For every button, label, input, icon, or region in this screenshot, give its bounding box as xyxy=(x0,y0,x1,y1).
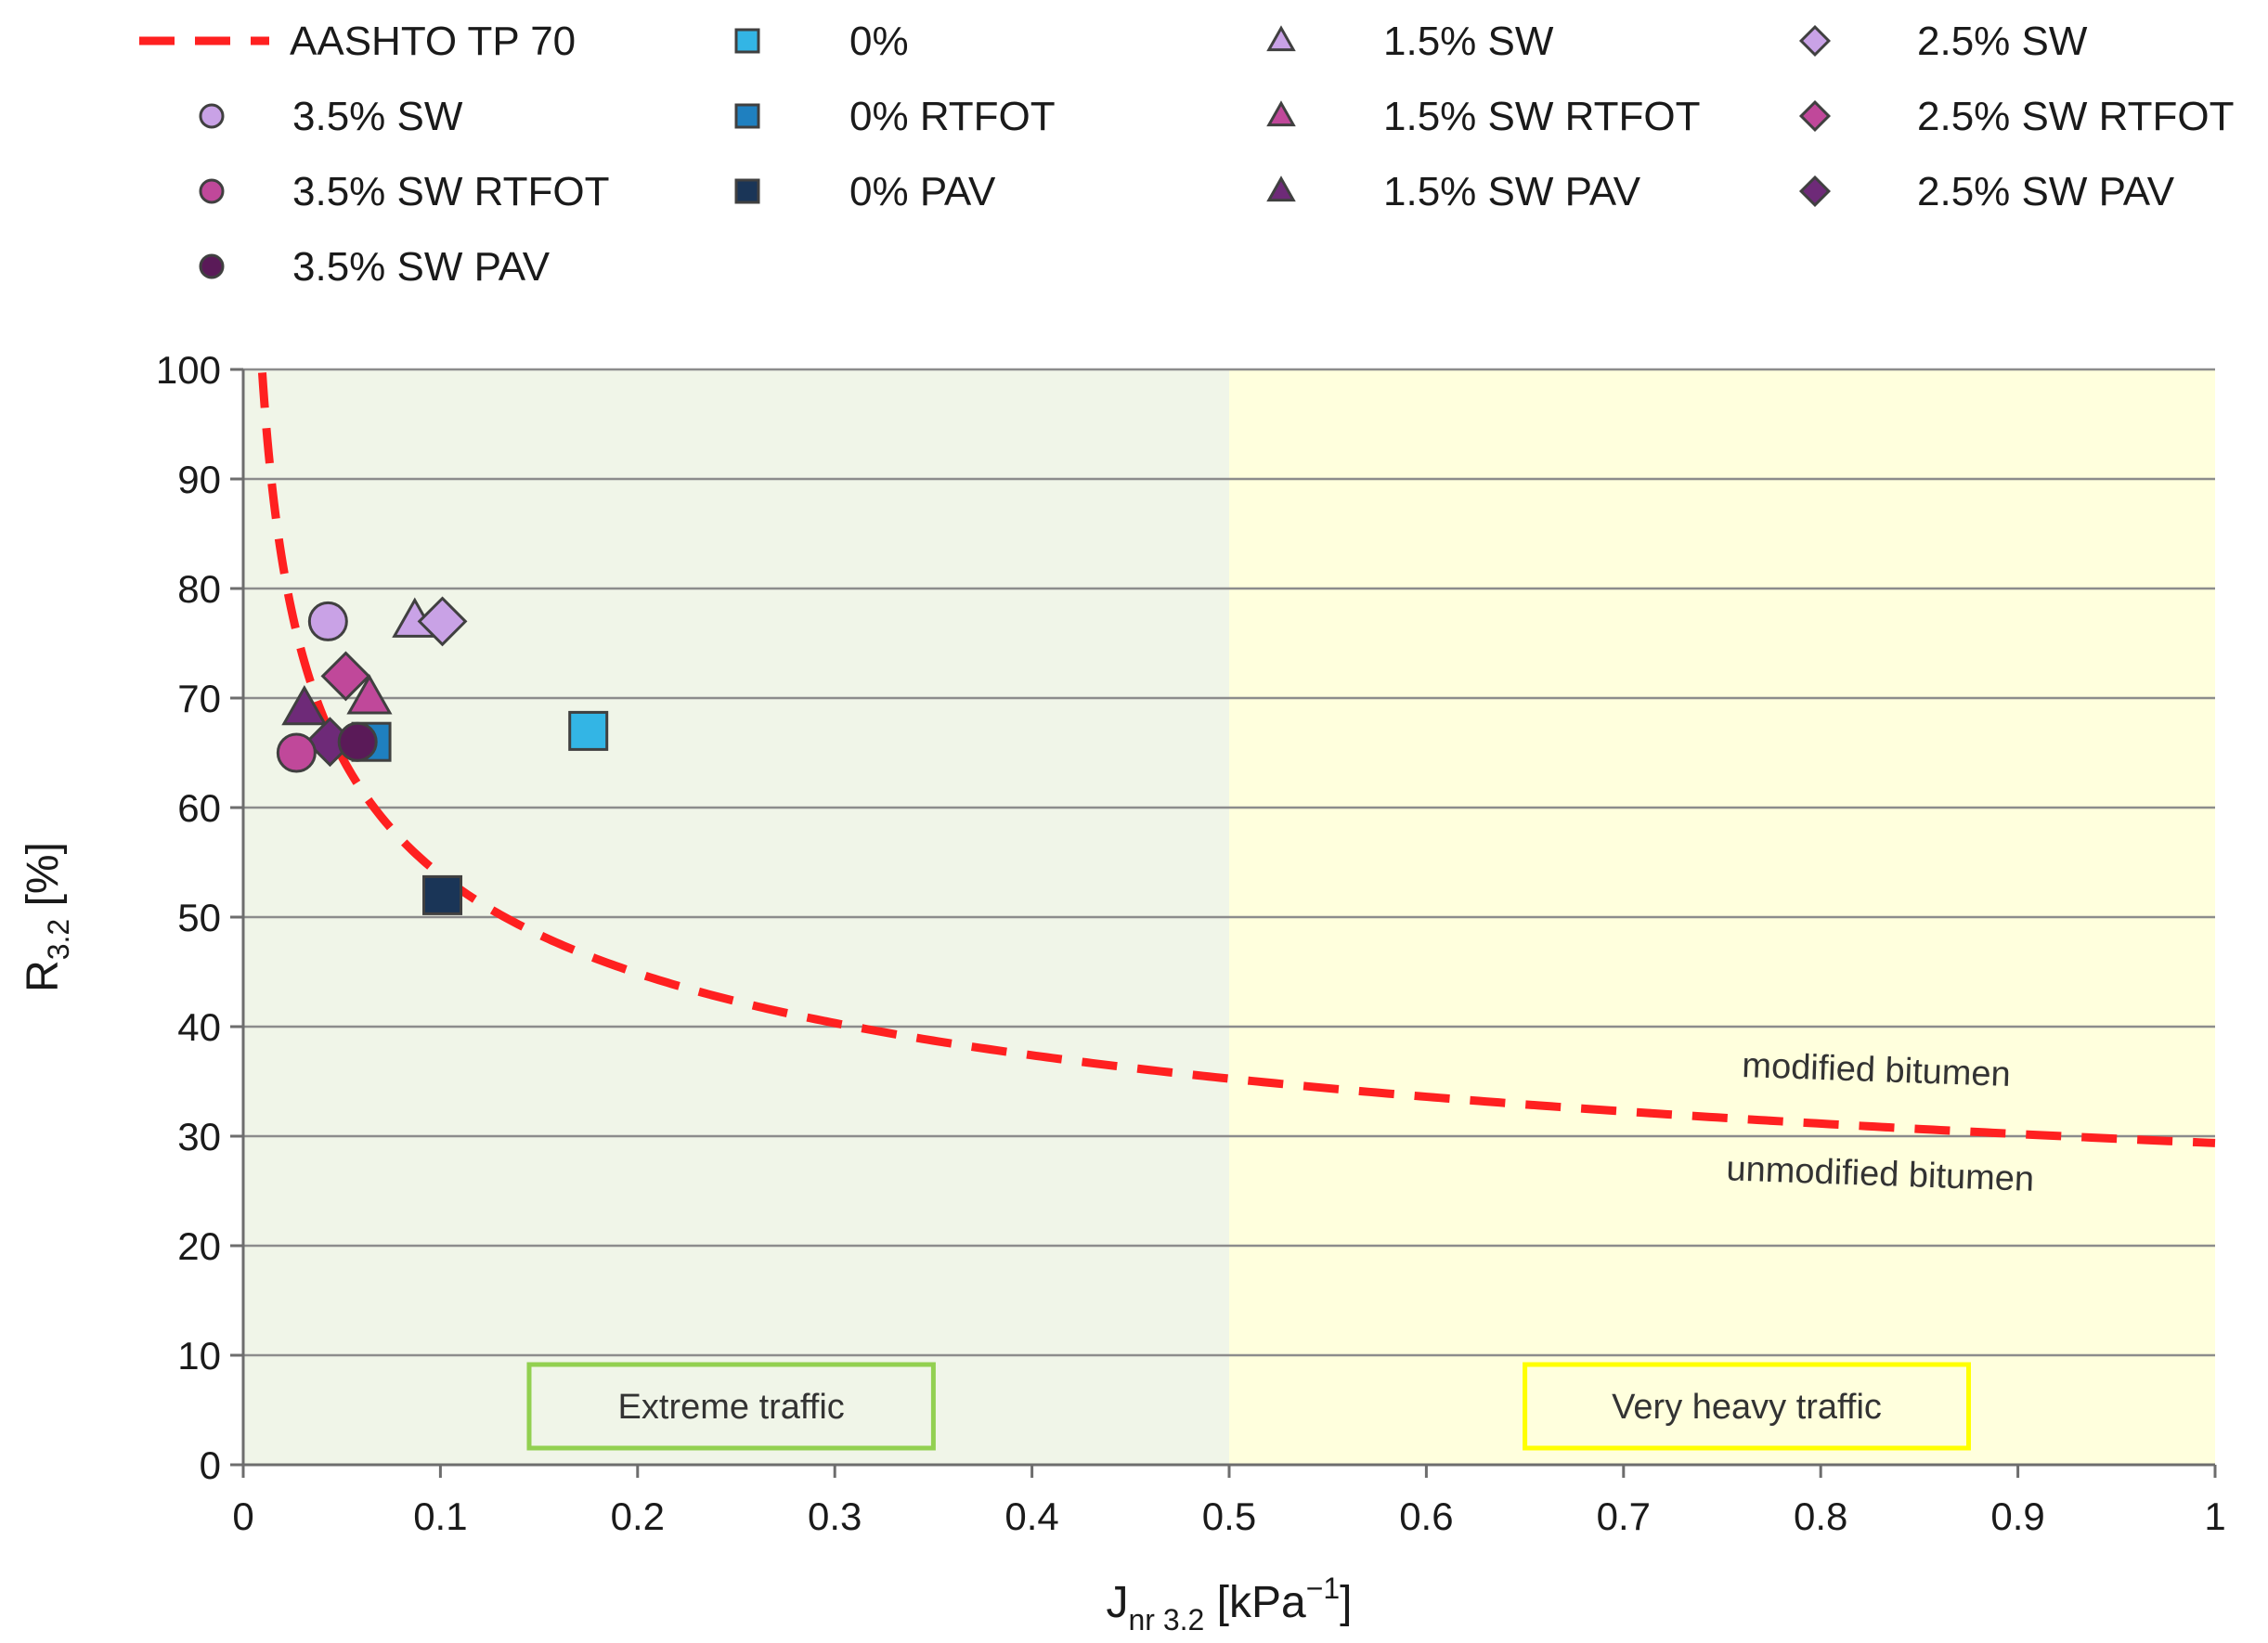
axes: 0 10 20 30 40 50 60 70 80 90 100 0 0.1 0.2 0.3 0.4 0.5 0.… xyxy=(19,348,2226,1637)
y-tick-label: 100 xyxy=(156,348,221,392)
x-tick-label: 0.9 xyxy=(1990,1494,2044,1538)
data-point-0- xyxy=(568,710,609,751)
x-axis-label: Jnr 3.2 [kPa−1] xyxy=(1106,1572,1352,1637)
legend: AASHTO TP 70 3.5% SW 3.5% SW RTFOT 3.5% SW … xyxy=(139,19,2234,290)
data-point-2-5-sw xyxy=(417,596,468,647)
legend-item: 0% PAV xyxy=(734,169,996,214)
x-tick-label: 0.6 xyxy=(1399,1494,1453,1538)
legend-marker xyxy=(1798,99,1832,133)
legend-item: 1.5% SW RTFOT xyxy=(1266,94,1700,139)
x-tick-label: 0.3 xyxy=(808,1494,862,1538)
x-tick-label: 0.5 xyxy=(1202,1494,1256,1538)
x-tick-label: 1 xyxy=(2204,1494,2225,1538)
y-axis-label-sub: 3.2 xyxy=(42,919,75,960)
y-axis-label-main: R xyxy=(19,960,68,992)
legend-item: 2.5% SW PAV xyxy=(1798,169,2175,214)
legend-label: 3.5% SW PAV xyxy=(292,244,551,290)
x-tick-label: 0.8 xyxy=(1794,1494,1847,1538)
y-axis-label: R3.2 [%] xyxy=(19,842,75,992)
legend-label: AASHTO TP 70 xyxy=(290,19,576,64)
region-label-box xyxy=(526,1362,936,1451)
legend-label: 1.5% SW xyxy=(1383,19,1554,64)
legend-item: 3.5% SW RTFOT xyxy=(199,169,609,214)
x-axis-label-sub: nr 3.2 xyxy=(1128,1603,1204,1637)
x-tick-label: 0 xyxy=(232,1494,253,1538)
region-label: Extreme traffic xyxy=(618,1388,845,1427)
legend-item: AASHTO TP 70 xyxy=(139,19,576,64)
legend-marker xyxy=(199,253,225,279)
legend-marker xyxy=(1798,175,1832,208)
y-tick-label: 50 xyxy=(177,896,221,939)
y-tick-label: 20 xyxy=(177,1224,221,1268)
y-tick-label: 90 xyxy=(177,458,221,501)
legend-label: 1.5% SW RTFOT xyxy=(1383,94,1700,139)
data-point-3-5-sw-pav xyxy=(337,721,378,762)
legend-label: 3.5% SW RTFOT xyxy=(292,169,609,214)
legend-label: 2.5% SW RTFOT xyxy=(1917,94,2234,139)
data-point-3-5-sw-rtfot xyxy=(276,732,317,773)
legend-label: 3.5% SW xyxy=(292,94,463,139)
legend-label: 0% RTFOT xyxy=(849,94,1056,139)
y-tick-label: 60 xyxy=(177,786,221,830)
legend-label: 0% xyxy=(849,19,909,64)
y-axis-label-unit: [%] xyxy=(19,842,68,919)
legend-label: 2.5% SW xyxy=(1917,19,2088,64)
plot-area: Extreme traffic Very heavy traffic modifie… xyxy=(243,368,2216,1465)
legend-marker xyxy=(199,103,225,129)
legend-item: 1.5% SW PAV xyxy=(1266,169,1641,214)
x-tick-label: 0.2 xyxy=(611,1494,665,1538)
legend-item: 3.5% SW xyxy=(199,94,463,139)
legend-item: 3.5% SW PAV xyxy=(199,244,551,290)
x-axis-label-main: J xyxy=(1106,1578,1128,1627)
y-tick-label: 0 xyxy=(200,1443,221,1487)
x-axis-label-unit-end: ] xyxy=(1340,1578,1352,1627)
x-tick-label: 0.1 xyxy=(413,1494,467,1538)
y-tick-label: 40 xyxy=(177,1005,221,1049)
region-label: Very heavy traffic xyxy=(1612,1388,1882,1427)
x-tick-label: 0.7 xyxy=(1597,1494,1651,1538)
legend-item: 2.5% SW xyxy=(1798,19,2088,64)
legend-item: 1.5% SW xyxy=(1266,19,1554,64)
data-point-1-5-sw-pav xyxy=(281,684,328,726)
legend-item: 0% xyxy=(734,19,909,64)
legend-marker xyxy=(1266,100,1296,127)
curve-annotation: modified bitumen xyxy=(1742,1046,2012,1094)
legend-marker xyxy=(1266,175,1296,202)
legend-label: 0% PAV xyxy=(849,169,996,214)
y-tick-label: 80 xyxy=(177,567,221,611)
y-tick-label: 30 xyxy=(177,1115,221,1158)
y-tick-label: 70 xyxy=(177,677,221,720)
aashto-curve xyxy=(257,372,2216,1147)
legend-marker xyxy=(734,28,760,54)
data-point-1-5-sw-rtfot xyxy=(346,674,393,715)
legend-label: 2.5% SW PAV xyxy=(1917,169,2175,214)
region-label-box xyxy=(1523,1362,1971,1451)
x-tick-label: 0.4 xyxy=(1004,1494,1058,1538)
data-point-0-pav xyxy=(422,874,463,915)
x-axis-label-unit: [kPa xyxy=(1204,1578,1306,1627)
legend-marker xyxy=(734,103,760,129)
legend-label: 1.5% SW PAV xyxy=(1383,169,1641,214)
legend-item: 0% RTFOT xyxy=(734,94,1056,139)
y-tick-label: 10 xyxy=(177,1334,221,1378)
legend-marker xyxy=(734,178,760,204)
x-axis-label-sup: −1 xyxy=(1306,1572,1340,1605)
legend-item: 2.5% SW RTFOT xyxy=(1798,94,2234,139)
legend-marker xyxy=(1798,24,1832,58)
legend-marker xyxy=(1266,25,1296,52)
data-point-2-5-sw-rtfot xyxy=(320,651,371,702)
legend-marker xyxy=(199,178,225,204)
data-point-3-5-sw xyxy=(307,601,348,641)
